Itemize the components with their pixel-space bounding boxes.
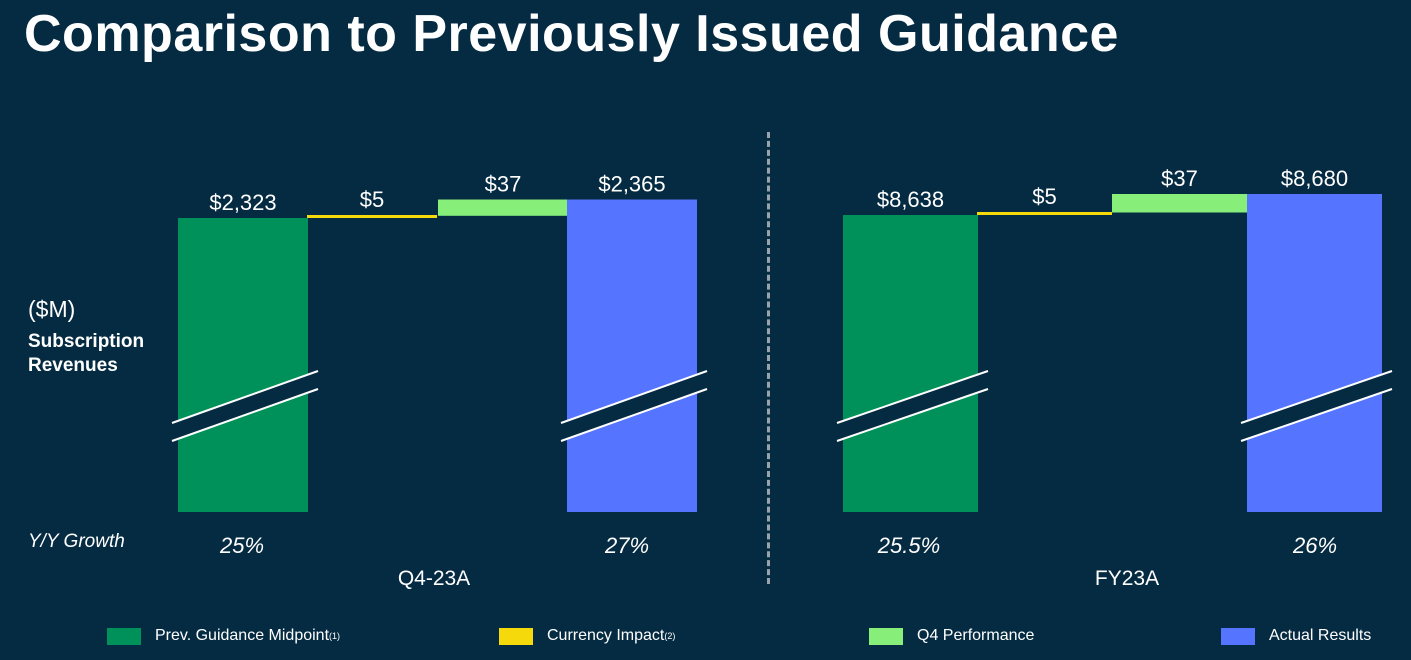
growth-q4-prev: 25% [219,533,265,558]
bar-fy-prev-guidance [843,215,978,512]
growth-fy-actual: 26% [1292,533,1338,558]
data-label-fy-prev-guidance: $8,638 [877,187,944,212]
panel-label-q4: Q4-23A [397,567,471,590]
bar-q4-q4-performance [438,199,568,216]
panel-label-fy: FY23A [1094,567,1160,590]
metric-label: Subscription Revenues [28,331,145,376]
axis-break-gap-q4-prev-guidance [172,371,318,441]
legend-note-prev-guidance: (1) [329,631,341,641]
bar-fy-q4-performance [1112,194,1247,213]
data-label-q4-prev-guidance: $2,323 [209,190,276,215]
page-title: Comparison to Previously Issued Guidance [24,5,1119,63]
legend-swatch-prev-guidance [107,627,141,645]
bar-fy-currency-impact [977,212,1112,215]
axis-break-line-bottom-q4-prev-guidance [171,388,319,442]
legend-swatch-currency [499,627,533,645]
legend-item-actual: Actual Results [1221,627,1371,645]
legend-item-currency: Currency Impact (2) [499,627,675,645]
axis-break-line-bottom-fy-actual-results [1240,388,1393,442]
legend-label-q4-performance: Q4 Performance [917,627,1035,644]
data-label-fy-actual-results: $8,680 [1281,166,1348,191]
legend-swatch-actual [1221,627,1255,645]
axis-break-gap-fy-actual-results [1241,371,1392,441]
axis-break-line-top-q4-prev-guidance [171,370,319,424]
growth-q4-actual: 27% [604,533,650,558]
axis-break-gap-q4-actual-results [561,371,707,441]
legend-swatch-q4-performance [869,627,903,645]
axis-break-line-bottom-fy-prev-guidance [836,388,989,442]
growth-row-label: Y/Y Growth [28,531,125,552]
bar-q4-currency-impact [307,215,437,218]
data-label-q4-currency-impact: $5 [360,187,384,212]
legend-item-q4-performance: Q4 Performance [869,627,1034,645]
legend-note-currency: (2) [664,631,676,641]
unit-label: ($M) [28,296,76,322]
axis-break-line-top-fy-actual-results [1240,370,1393,424]
axis-break-gap-fy-prev-guidance [837,371,988,441]
data-label-q4-actual-results: $2,365 [598,172,665,197]
bar-q4-actual-results [567,199,697,512]
legend-label-actual: Actual Results [1269,627,1372,644]
legend-label-currency: Currency Impact [547,627,665,644]
legend-label-prev-guidance: Prev. Guidance Midpoint [155,627,330,644]
axis-break-line-top-q4-actual-results [560,370,708,424]
legend-item-prev-guidance: Prev. Guidance Midpoint (1) [107,627,340,645]
bar-q4-prev-guidance [178,218,308,512]
waterfall-chart: $2,323 $5 $37 $2,365 $8,638 $5 $37 $8,680 [171,166,1393,512]
data-label-fy-currency-impact: $5 [1032,184,1056,209]
bar-fy-actual-results [1247,194,1382,512]
data-label-q4-q4-performance: $37 [485,172,522,197]
data-label-fy-q4-performance: $37 [1161,166,1198,191]
axis-break-line-bottom-q4-actual-results [560,388,708,442]
axis-break-line-top-fy-prev-guidance [836,370,989,424]
growth-fy-prev: 25.5% [877,533,941,558]
panel-divider [767,132,770,584]
